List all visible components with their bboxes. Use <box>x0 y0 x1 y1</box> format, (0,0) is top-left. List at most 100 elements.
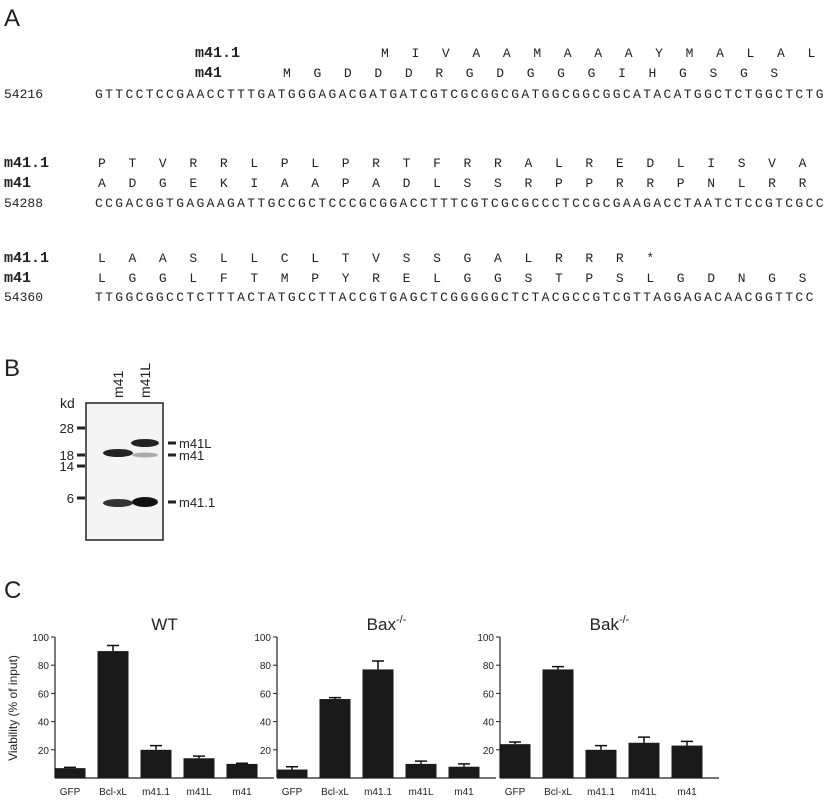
y-tick-label: 80 <box>260 661 272 672</box>
band-label: m41 <box>179 448 204 463</box>
chart-title-superscript: -/- <box>619 614 630 626</box>
x-tick-label: Bcl-xL <box>99 787 127 798</box>
bar <box>628 742 660 778</box>
chart-title-text: Bak <box>590 615 620 634</box>
error-bar <box>372 660 384 670</box>
marker-label: 18 <box>60 448 74 463</box>
x-tick-label: m41.1 <box>364 787 392 798</box>
band <box>132 452 158 458</box>
x-tick-label: GFP <box>60 787 81 798</box>
chart-title: Bax-/- <box>367 614 407 634</box>
protein-seq: L G G L F T M P Y R E L G G S T P S L G … <box>98 271 814 286</box>
marker-label: 28 <box>60 421 74 436</box>
bar <box>448 766 480 778</box>
x-tick-label: m41L <box>408 787 433 798</box>
position-number: 54360 <box>4 290 43 305</box>
error-bar <box>458 763 470 767</box>
bar <box>276 769 308 778</box>
protein-seq: M I V A A M A A A Y M A L A L <box>381 46 823 61</box>
protein-seq: P T V R R L P L P R T F R R A L R E D L … <box>98 156 814 171</box>
band <box>103 449 133 457</box>
seq-label: m41.1 <box>4 250 49 267</box>
seq-label: m41 <box>4 175 31 192</box>
band <box>131 439 159 447</box>
protein-seq: M G D D D R G D G G G I H G S G S <box>283 66 786 81</box>
panel-label: C <box>4 577 21 604</box>
bar <box>542 669 574 778</box>
x-tick-label: m41L <box>631 787 656 798</box>
x-tick-label: GFP <box>282 787 303 798</box>
bar <box>499 744 531 778</box>
position-number: 54216 <box>4 87 43 102</box>
x-tick-label: Bcl-xL <box>321 787 349 798</box>
position-number: 54288 <box>4 196 43 211</box>
x-tick-label: m41 <box>454 787 474 798</box>
x-tick-label: m41 <box>677 787 697 798</box>
chart-title-text: Bax <box>367 615 397 634</box>
x-tick-label: Bcl-xL <box>544 787 572 798</box>
error-bar <box>193 755 205 759</box>
error-bar <box>236 762 248 764</box>
seq-label: m41.1 <box>4 155 49 172</box>
error-bar <box>595 744 607 750</box>
bar <box>405 763 437 778</box>
bar <box>140 749 172 778</box>
bar <box>319 699 351 778</box>
error-bar <box>638 736 650 743</box>
dna-seq: GTTCCTCCGAACCTTTGATGGGAGACGATGATCGTCGCGG… <box>95 87 826 102</box>
y-tick-label: 80 <box>38 661 50 672</box>
panel-label: B <box>4 355 20 382</box>
error-bar <box>64 766 76 769</box>
y-tick-label: 60 <box>483 689 495 700</box>
unit-label: kd <box>60 395 75 411</box>
error-bar <box>415 760 427 764</box>
band <box>103 499 133 507</box>
seq-label: m41 <box>195 65 222 82</box>
x-tick-label: m41.1 <box>587 787 615 798</box>
y-tick-label: 20 <box>38 746 50 757</box>
chart-title-superscript: -/- <box>396 614 407 626</box>
band <box>132 497 158 507</box>
x-tick-label: m41L <box>186 787 211 798</box>
y-tick-label: 100 <box>32 633 49 644</box>
protein-seq: A D G E K I A A P A D L S S R P P R R P … <box>98 176 814 191</box>
y-tick-label: 100 <box>254 633 271 644</box>
chart-title: WT <box>151 615 177 634</box>
bar <box>585 749 617 778</box>
lane-label: m41 <box>110 371 126 398</box>
dna-seq: CCGACGGTGAGAAGATTGCCGCTCCCGCGGACCTTTCGTC… <box>95 196 826 211</box>
marker-label: 14 <box>60 459 74 474</box>
y-tick-label: 40 <box>483 718 495 729</box>
bar <box>54 768 86 778</box>
error-bar <box>286 765 298 770</box>
chart-title: Bak-/- <box>590 614 630 634</box>
bar <box>226 763 258 778</box>
bar <box>671 745 703 778</box>
bar <box>183 758 215 778</box>
bar <box>97 651 129 778</box>
y-tick-label: 60 <box>260 689 272 700</box>
y-tick-label: 80 <box>483 661 495 672</box>
error-bar <box>509 741 521 745</box>
y-tick-label: 40 <box>38 718 50 729</box>
error-bar <box>329 696 341 700</box>
error-bar <box>552 665 564 670</box>
y-axis-label: Viability (% of input) <box>6 655 20 761</box>
blot <box>85 402 164 541</box>
x-tick-label: m41 <box>232 787 252 798</box>
y-tick-label: 20 <box>483 746 495 757</box>
lane-label: m41L <box>137 363 153 398</box>
y-tick-label: 60 <box>38 689 50 700</box>
protein-seq: L A A S L L C L T V S S G A L R R R * <box>98 251 662 266</box>
y-tick-label: 20 <box>260 746 272 757</box>
y-tick-label: 100 <box>477 633 494 644</box>
y-tick-label: 40 <box>260 718 272 729</box>
dna-seq: TTGGCGGCCTCTTTACTATGCCTTACCGTGAGCTCGGGGG… <box>95 290 816 305</box>
error-bar <box>107 644 119 652</box>
x-tick-label: GFP <box>505 787 526 798</box>
panel-label: A <box>4 5 20 32</box>
band-label: m41.1 <box>179 495 215 510</box>
error-bar <box>150 744 162 750</box>
chart-title-text: WT <box>151 615 177 634</box>
